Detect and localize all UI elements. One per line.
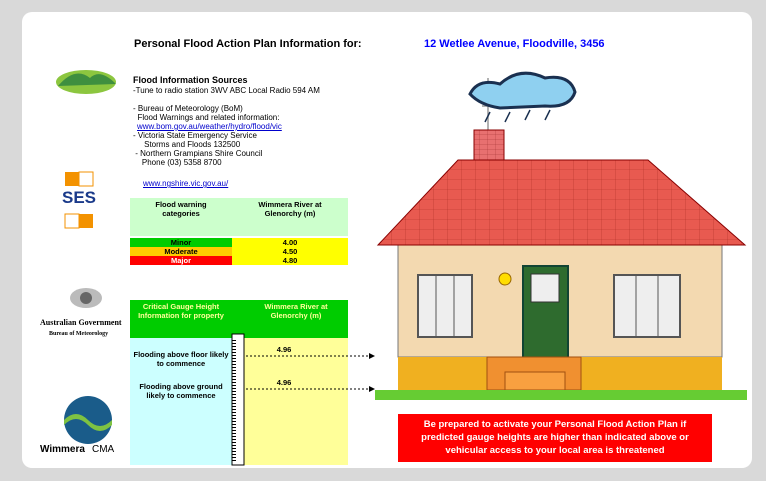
source-line: Flood Warnings and related information: [133,113,279,122]
house [375,73,747,400]
address: 12 Wetlee Avenue, Floodville, 3456 [424,40,605,49]
source-line: - Northern Grampians Shire Council [133,149,262,158]
source-line: Phone (03) 5358 8700 [133,158,222,167]
cma-logo [64,396,112,444]
title: Personal Flood Action Plan Information f… [134,40,362,49]
source-line: - Bureau of Meteorology (BoM) [133,104,243,113]
page: {"header": {"title": "Personal Flood Act… [0,0,766,481]
level: 4.00 [232,238,348,247]
category: Minor [130,238,232,247]
sources-title: Flood Information Sources [133,76,248,85]
link[interactable]: www.ngshire.vic.gov.au/ [143,179,228,188]
category: Major [130,256,232,265]
crest [70,288,102,308]
gauge-value-col [244,338,348,465]
gauge-label: Flooding above floor likely to commence [132,350,230,368]
grampians-logo [56,70,116,94]
table-header: Wimmera River at Glenorchy (m) [246,302,346,320]
category: Moderate [130,247,232,256]
ses-text: SES [62,188,96,208]
table-header: Wimmera River at Glenorchy (m) [242,200,338,218]
cma-text: CMA [92,444,114,456]
level: 4.80 [232,256,348,265]
table-header: Critical Gauge Height Information for pr… [136,302,226,320]
source-line: Storms and Floods 132500 [133,140,240,149]
source-line: - Victoria State Emergency Service [133,131,257,140]
gov-text: Australian Government [40,318,122,327]
source-line: -Tune to radio station 3WV ABC Local Rad… [133,86,320,95]
gauge-label: Flooding above ground likely to commence [132,382,230,400]
bom-text: Bureau of Meteorology [49,330,108,339]
link[interactable]: www.bom.gov.au/weather/hydro/flood/vic [137,122,282,131]
gauge-value: 4.96 [244,345,324,354]
table-header: Flood warning categories [140,200,222,218]
cma-bold: Wimmera [40,444,85,456]
notice: Be prepared to activate your Personal Fl… [402,418,708,457]
drawing [0,0,766,481]
level: 4.50 [232,247,348,256]
gauge-value: 4.96 [244,378,324,387]
